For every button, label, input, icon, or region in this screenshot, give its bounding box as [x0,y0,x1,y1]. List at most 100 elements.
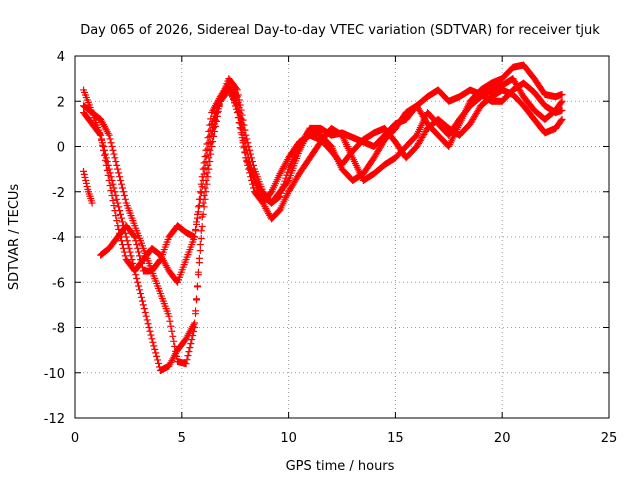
data-point [107,186,115,194]
data-point [238,131,246,139]
data-point [153,352,161,360]
data-point [167,322,175,330]
data-point [137,256,145,264]
y-tick-label: -12 [44,412,65,427]
data-point [119,188,127,196]
data-point [111,154,119,162]
y-tick-label: 0 [57,141,65,156]
data-point [112,158,120,166]
data-point [240,142,248,150]
data-point [99,141,107,149]
data-point [233,102,241,110]
data-point [189,332,197,340]
y-tick-label: -4 [52,231,65,246]
data-point [558,90,566,98]
data-point [196,247,204,255]
data-point [101,150,109,158]
data-point [191,324,199,331]
series-track-4 [97,79,566,275]
data-point [171,342,179,350]
y-tick-label: 2 [57,95,65,110]
data-point [115,203,123,211]
data-point [117,210,125,218]
data-point [207,150,215,158]
data-point [138,297,146,305]
data-point [169,332,177,340]
data-point [558,115,566,123]
data-point [117,176,125,184]
x-tick-label: 10 [280,431,297,446]
data-point [133,274,141,282]
data-point [104,171,112,179]
data-point [185,348,193,356]
data-point [111,188,119,196]
data-point [137,290,145,298]
data-point [558,97,566,105]
data-point [193,282,201,290]
ticks-layer: 0 5 10 15 20 25 -12 -10 -8 -6 -4 -2 0 2 4 [44,50,618,446]
data-point [198,222,206,230]
data-point [557,117,565,125]
data-point [208,143,216,150]
data-point [99,146,107,154]
data-point [166,317,174,325]
y-tick-label: -8 [52,322,65,337]
data-point [139,301,147,309]
data-point [172,347,180,355]
data-point [233,109,241,117]
data-point [80,167,88,175]
y-tick-label: -10 [44,367,65,382]
data-point [207,126,215,134]
data-point [203,151,211,159]
data-point [233,86,241,94]
data-point [118,218,126,226]
data-point [205,139,213,147]
data-point [140,305,148,313]
data-point [147,331,155,339]
data-point [195,202,203,210]
series-segment-early [80,167,96,207]
data-point [97,131,105,139]
data-point [201,164,209,172]
data-point [145,324,153,331]
data-point [118,180,126,188]
x-tick-label: 5 [178,431,186,446]
data-point [136,286,144,294]
data-point [284,178,292,186]
x-axis-label: GPS time / hours [286,459,395,474]
x-tick-label: 20 [494,431,511,446]
data-point [190,328,198,336]
data-point [192,227,200,235]
data-point [143,316,151,324]
x-tick-label: 15 [387,431,404,446]
data-point [135,282,143,290]
data-point [108,192,116,200]
data-point [239,136,247,144]
data-point [237,125,245,133]
data-point [102,161,110,169]
data-point [80,170,88,178]
data-point [106,181,114,189]
data-point [137,259,145,267]
data-point [106,135,114,143]
data-point [113,195,121,203]
data-point [120,192,128,200]
data-point [83,182,91,190]
data-point [109,197,117,205]
x-tick-label: 25 [601,431,618,446]
data-point [150,342,158,350]
data-point [111,207,119,215]
data-point [168,327,176,335]
data-point [105,176,113,184]
data-point [193,296,201,304]
series-track-3 [80,79,566,286]
data-point [100,151,108,159]
data-point [192,310,200,318]
y-tick-label: -2 [52,186,65,201]
data-point [138,263,146,271]
data-point [142,312,150,320]
data-point [114,165,122,173]
